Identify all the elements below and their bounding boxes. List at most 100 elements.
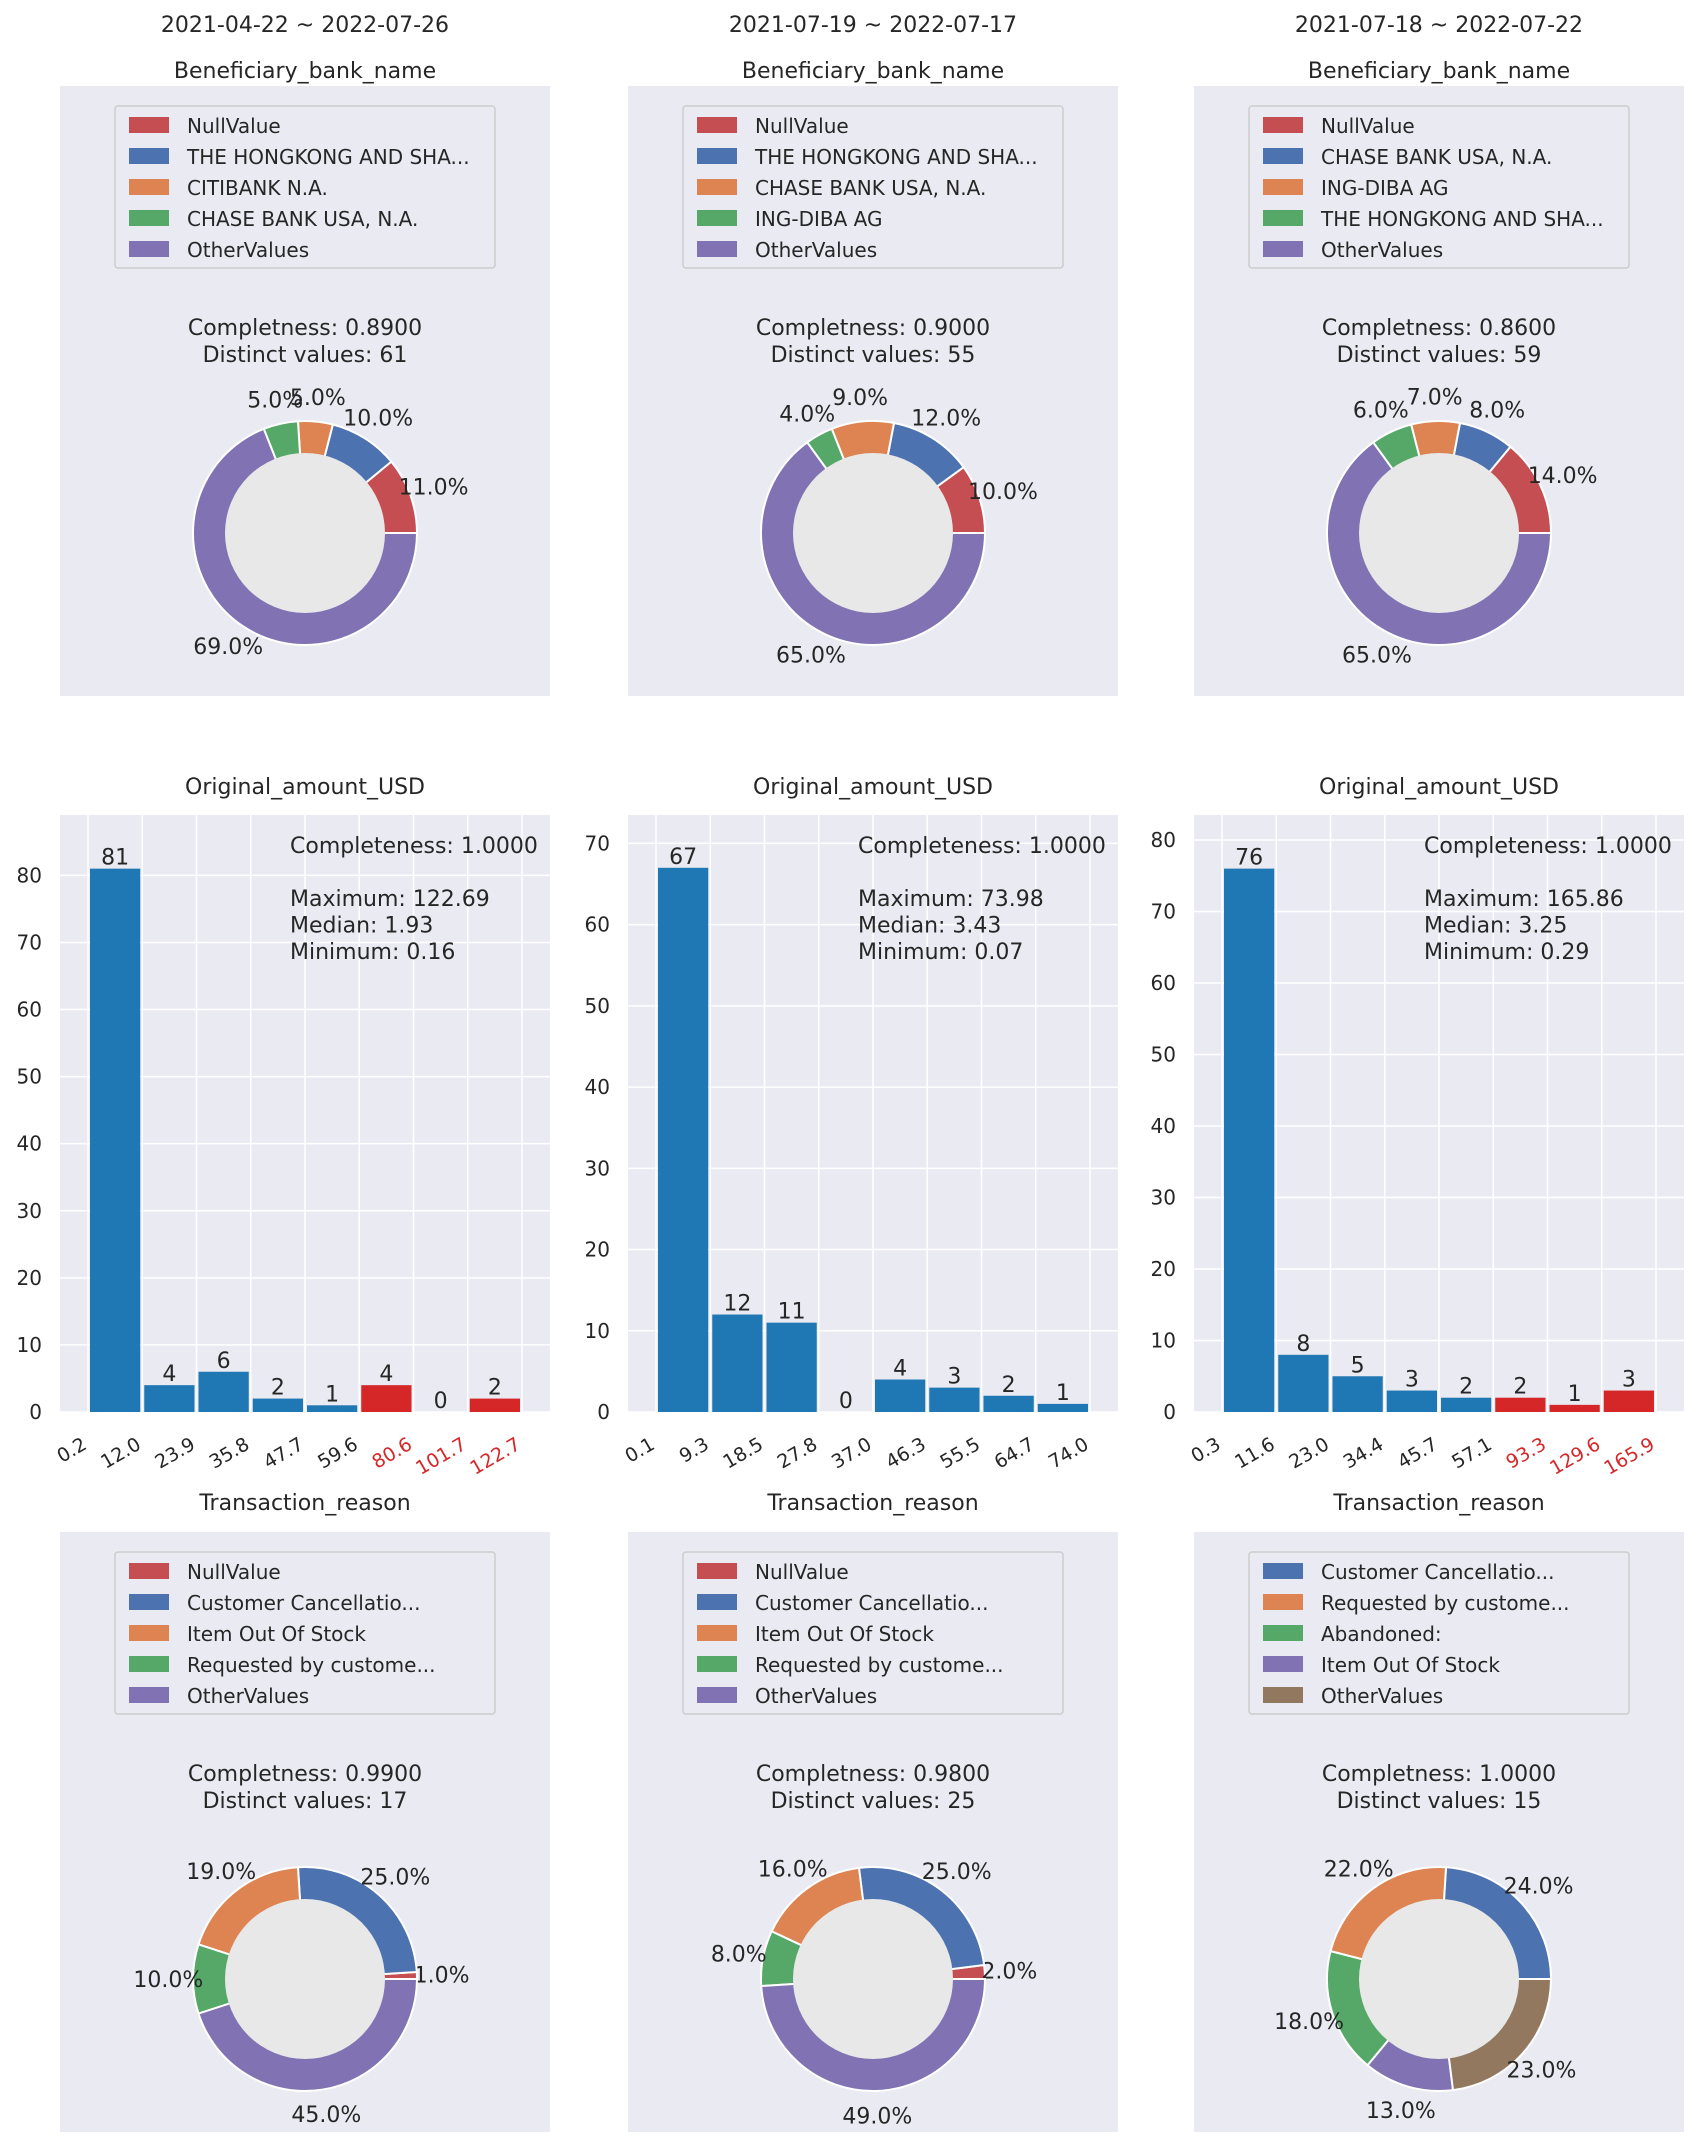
bar-count-label: 0: [839, 1389, 853, 1414]
bar-count-label: 3: [1622, 1368, 1636, 1393]
legend-label: Customer Cancellatio...: [187, 1591, 420, 1615]
slice-pct-label: 8.0%: [711, 1942, 767, 1967]
slice-pct-label: 5.0%: [290, 386, 346, 411]
stats-text: Minimum: 0.29: [1424, 940, 1589, 965]
bar-count-label: 2: [271, 1376, 285, 1401]
stats-text: Completeness: 1.0000: [290, 834, 538, 859]
slice-pct-label: 14.0%: [1528, 464, 1598, 489]
legend-box: [114, 105, 496, 269]
x-tick-label: 129.6: [1546, 1433, 1604, 1479]
slice-pct-label: 2.0%: [981, 1959, 1037, 1984]
legend-label: Item Out Of Stock: [755, 1622, 934, 1646]
stats-text: Minimum: 0.16: [290, 940, 455, 965]
histogram-bar: [1386, 1390, 1437, 1412]
x-tick-label: 35.8: [206, 1433, 254, 1473]
y-tick-label: 10: [17, 1333, 42, 1357]
stats-text: Distinct values: 25: [771, 1789, 976, 1814]
legend: NullValue Customer Cancellatio... Item Out…: [114, 1551, 496, 1715]
legend-swatch: [697, 117, 737, 133]
stats-text: Completness: 0.9000: [756, 316, 990, 341]
legend-swatch: [697, 210, 737, 226]
chart-title: Transaction_reason: [1332, 1491, 1544, 1516]
legend: NullValue Customer Cancellatio... Item Out…: [682, 1551, 1064, 1715]
x-tick-label: 27.8: [774, 1433, 822, 1473]
donut-hole: [225, 453, 385, 613]
x-tick-label: 12.0: [97, 1433, 145, 1473]
donut-hole: [225, 1899, 385, 2059]
bar-count-label: 2: [1513, 1375, 1527, 1400]
legend-swatch: [1263, 210, 1303, 226]
x-tick-label: 55.5: [936, 1433, 984, 1473]
legend-label: CHASE BANK USA, N.A.: [1321, 145, 1552, 169]
bar-count-label: 0: [434, 1389, 448, 1414]
legend-swatch: [697, 1563, 737, 1579]
x-tick-label: 0.3: [1187, 1433, 1224, 1467]
slice-pct-label: 24.0%: [1504, 1874, 1574, 1899]
legend-swatch: [129, 210, 169, 226]
legend-label: CHASE BANK USA, N.A.: [187, 207, 418, 231]
bar-count-label: 1: [325, 1382, 339, 1407]
slice-pct-label: 49.0%: [842, 2105, 912, 2130]
legend-label: OtherValues: [755, 238, 877, 262]
slice-pct-label: 22.0%: [1324, 1857, 1394, 1882]
y-tick-label: 30: [585, 1156, 610, 1180]
stats-text: Distinct values: 15: [1337, 1789, 1542, 1814]
date-range-header: 2021-07-19 ~ 2022-07-17: [729, 13, 1017, 38]
bar-count-label: 11: [778, 1300, 806, 1325]
legend-label: ING-DIBA AG: [1321, 176, 1448, 200]
legend-label: Customer Cancellatio...: [755, 1591, 988, 1615]
y-tick-label: 80: [17, 863, 42, 887]
legend-label: OtherValues: [755, 1684, 877, 1708]
x-tick-label: 37.0: [828, 1433, 876, 1473]
stats-text: Median: 3.25: [1424, 914, 1567, 939]
stats-text: Completeness: 1.0000: [858, 834, 1106, 859]
stats-text: Completness: 1.0000: [1322, 1762, 1556, 1787]
slice-pct-label: 13.0%: [1366, 2099, 1436, 2124]
histogram-bar: [1332, 1376, 1383, 1412]
slice-pct-label: 4.0%: [779, 402, 835, 427]
y-tick-label: 20: [1151, 1257, 1176, 1281]
stats-text: Maximum: 165.86: [1424, 887, 1624, 912]
legend-label: OtherValues: [1321, 1684, 1443, 1708]
legend-label: ING-DIBA AG: [755, 207, 882, 231]
legend-swatch: [1263, 1625, 1303, 1641]
bar-count-label: 67: [669, 845, 697, 870]
y-tick-label: 60: [17, 998, 42, 1022]
legend-swatch: [129, 241, 169, 257]
bar-count-label: 4: [379, 1362, 393, 1387]
legend-swatch: [1263, 117, 1303, 133]
y-tick-label: 70: [1151, 900, 1176, 924]
legend-swatch: [1263, 1594, 1303, 1610]
stats-text: Completness: 0.9800: [756, 1762, 990, 1787]
x-tick-label: 23.0: [1285, 1433, 1333, 1473]
y-tick-label: 70: [17, 930, 42, 954]
legend-label: THE HONGKONG AND SHA...: [186, 145, 470, 169]
x-tick-label: 0.2: [53, 1433, 90, 1467]
slice-pct-label: 8.0%: [1469, 398, 1525, 423]
chart-title: Original_amount_USD: [1319, 775, 1559, 800]
donut-chart-transaction-reason: Transaction_reason NullValue Customer Canc…: [60, 1491, 550, 2132]
donut-hole: [793, 453, 953, 613]
stats-text: Minimum: 0.07: [858, 940, 1023, 965]
legend-label: Item Out Of Stock: [1321, 1653, 1500, 1677]
donut-chart-transaction-reason: Transaction_reason Customer Cancellatio..…: [1194, 1491, 1684, 2132]
chart-title: Beneficiary_bank_name: [742, 59, 1004, 84]
y-tick-label: 50: [585, 994, 610, 1018]
x-tick-label: 23.9: [151, 1433, 199, 1473]
histogram-bar: [144, 1385, 195, 1412]
stats-text: Distinct values: 55: [771, 343, 976, 368]
legend: NullValue CHASE BANK USA, N.A. ING-DIBA AG…: [1248, 105, 1630, 269]
histogram-bar: [983, 1395, 1034, 1412]
stats-text: Median: 1.93: [290, 914, 433, 939]
y-tick-label: 50: [1151, 1043, 1176, 1067]
histogram-original-amount-usd: Original_amount_USD 0 10 20 30 40 50 60 70 80 76 8 5…: [1151, 775, 1684, 1480]
y-tick-label: 20: [17, 1266, 42, 1290]
legend-label: OtherValues: [1321, 238, 1443, 262]
legend-swatch: [129, 1656, 169, 1672]
legend-label: Customer Cancellatio...: [1321, 1560, 1554, 1584]
legend-label: Requested by custome...: [1321, 1591, 1570, 1615]
bar-count-label: 1: [1568, 1382, 1582, 1407]
bar-count-label: 8: [1296, 1332, 1310, 1357]
chart-title: Transaction_reason: [198, 1491, 410, 1516]
